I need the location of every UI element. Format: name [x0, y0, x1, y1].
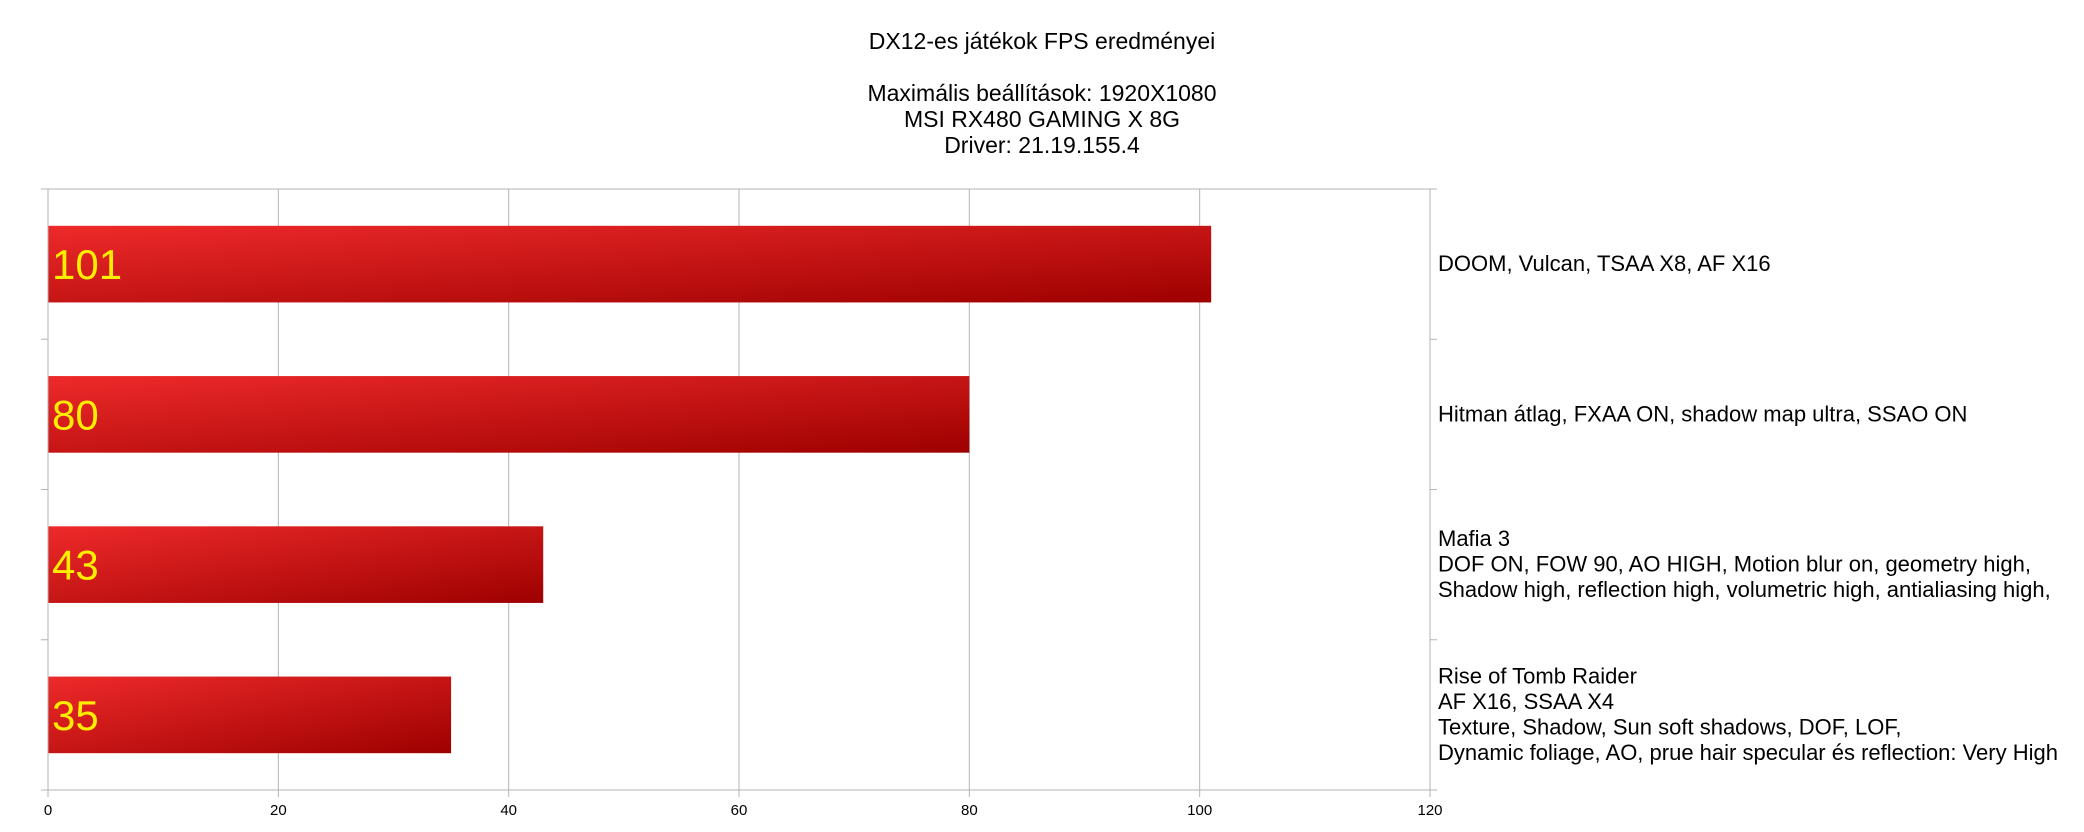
chart-title: DX12-es játékok FPS eredményei — [868, 28, 1216, 54]
category-label-line: Mafia 3 — [1438, 526, 1510, 551]
bars — [48, 225, 1212, 754]
category-label-line: Shadow high, reflection high, volumetric… — [1438, 577, 2051, 602]
category-label-line: DOF ON, FOW 90, AO HIGH, Motion blur on,… — [1438, 552, 2031, 577]
x-tick-label: 20 — [270, 802, 287, 819]
category-labels: DOOM, Vulcan, TSAA X8, AF X16 Hitman átla… — [1438, 251, 2058, 765]
bar-value-label: 43 — [52, 542, 99, 589]
x-tick-label: 60 — [731, 802, 748, 819]
category-label-line: Dynamic foliage, AO, prue hair specular … — [1438, 740, 2058, 765]
chart-subtitle-line-1: Maximális beállítások: 1920X1080 — [867, 80, 1217, 106]
chart-subtitle-line-2: MSI RX480 GAMING X 8G — [903, 106, 1181, 132]
x-tick-label: 0 — [44, 802, 52, 819]
category-label-line: DOOM, Vulcan, TSAA X8, AF X16 — [1438, 251, 1771, 276]
bar-value-label: 101 — [52, 241, 122, 288]
x-tick-label: 40 — [500, 802, 517, 819]
x-tick-label: 120 — [1417, 802, 1442, 819]
chart-subtitle-line-3: Driver: 21.19.155.4 — [944, 132, 1140, 158]
bar-2 — [48, 376, 970, 453]
bar-4 — [48, 676, 452, 754]
axes: 0 20 40 60 80 100 120 — [41, 188, 1443, 819]
bar-value-label: 35 — [52, 692, 99, 739]
category-label-line: Texture, Shadow, Sun soft shadows, DOF, … — [1438, 715, 1901, 740]
x-tick-label: 80 — [961, 802, 978, 819]
category-label-line: AF X16, SSAA X4 — [1438, 689, 1614, 714]
category-label-line: Rise of Tomb Raider — [1438, 664, 1637, 689]
x-tick-label: 100 — [1187, 802, 1212, 819]
bar-value-labels: 101 80 43 35 — [52, 241, 122, 739]
bar-3 — [48, 526, 544, 603]
bar-1 — [48, 225, 1212, 303]
title-block: DX12-es játékok FPS eredményei Maximális… — [0, 28, 2084, 158]
category-label-line: Hitman átlag, FXAA ON, shadow map ultra,… — [1438, 401, 1967, 426]
bar-value-label: 80 — [52, 391, 99, 438]
